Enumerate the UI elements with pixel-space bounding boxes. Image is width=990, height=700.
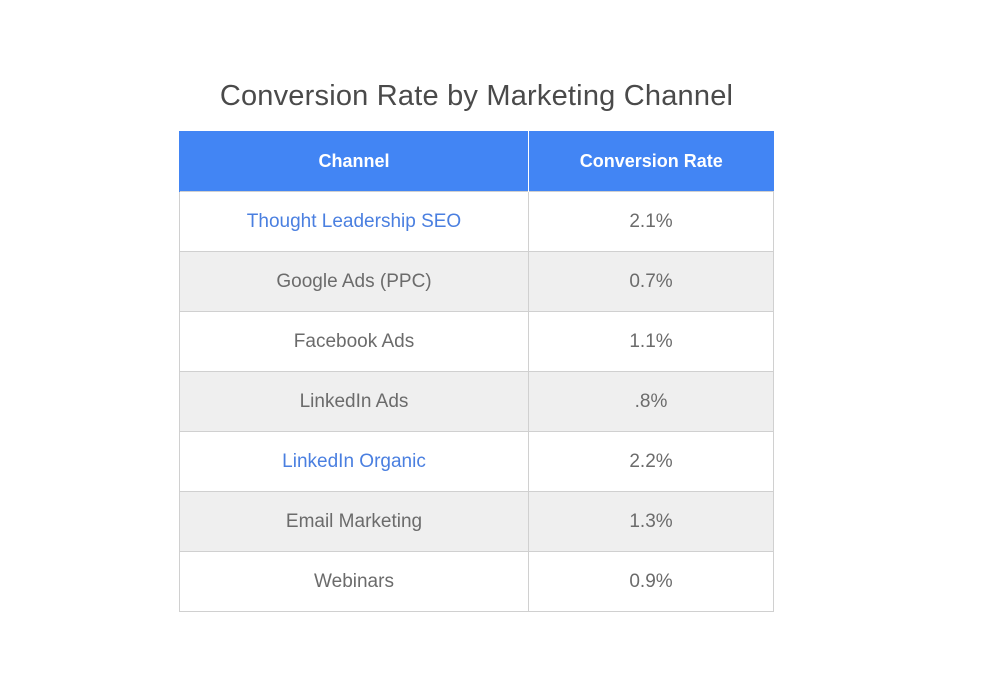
channel-cell: Email Marketing <box>179 491 529 552</box>
table-row: Email Marketing 1.3% <box>179 491 774 552</box>
table-row: Webinars 0.9% <box>179 551 774 612</box>
table-row: Facebook Ads 1.1% <box>179 311 774 372</box>
conversion-rate-cell: 1.3% <box>528 491 774 552</box>
table-row: Google Ads (PPC) 0.7% <box>179 251 774 312</box>
column-header-channel: Channel <box>179 131 529 192</box>
channel-cell: Facebook Ads <box>179 311 529 372</box>
conversion-rate-cell: .8% <box>528 371 774 432</box>
channel-cell: Webinars <box>179 551 529 612</box>
table-header-row: Channel Conversion Rate <box>179 131 774 192</box>
conversion-rate-cell: 0.7% <box>528 251 774 312</box>
channel-cell[interactable]: LinkedIn Organic <box>179 431 529 492</box>
conversion-rate-cell: 2.2% <box>528 431 774 492</box>
table-row: Thought Leadership SEO 2.1% <box>179 191 774 252</box>
conversion-rate-cell: 2.1% <box>528 191 774 252</box>
table-row: LinkedIn Ads .8% <box>179 371 774 432</box>
table-row: LinkedIn Organic 2.2% <box>179 431 774 492</box>
channel-cell: Google Ads (PPC) <box>179 251 529 312</box>
column-header-conversion-rate: Conversion Rate <box>528 131 774 192</box>
channel-cell[interactable]: Thought Leadership SEO <box>179 191 529 252</box>
conversion-rate-cell: 0.9% <box>528 551 774 612</box>
conversion-rate-cell: 1.1% <box>528 311 774 372</box>
channel-cell: LinkedIn Ads <box>179 371 529 432</box>
table-body: Thought Leadership SEO 2.1% Google Ads (PP… <box>179 191 774 612</box>
conversion-table: Channel Conversion Rate Thought Leadersh… <box>179 131 774 612</box>
chart-title: Conversion Rate by Marketing Channel <box>219 80 734 112</box>
